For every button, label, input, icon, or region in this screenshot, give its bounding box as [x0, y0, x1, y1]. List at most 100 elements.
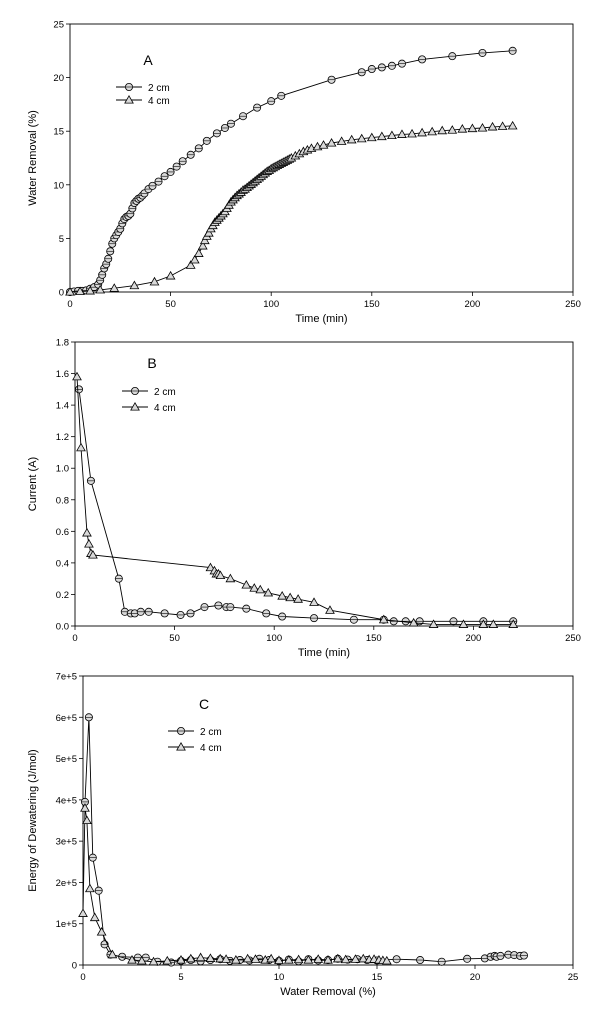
data-point: [336, 136, 347, 145]
y-tick-label: 5: [59, 234, 64, 245]
x-tick-label: 200: [464, 299, 480, 310]
data-point: [477, 122, 488, 132]
plot-frame: [74, 341, 574, 627]
data-point: [85, 285, 96, 295]
y-tick-label: 0.8: [56, 495, 69, 506]
x-axis-label: Time (min): [298, 647, 350, 659]
data-point: [82, 527, 92, 537]
data-point: [427, 126, 438, 136]
data-point: [417, 127, 427, 137]
data-point: [340, 954, 351, 964]
x-tick-label: 100: [266, 633, 282, 644]
legend-marker: [130, 401, 140, 411]
x-tick-label: 0: [80, 972, 85, 983]
x-tick-label: 200: [465, 633, 481, 644]
data-point: [356, 133, 367, 143]
x-tick-label: 150: [366, 633, 382, 644]
y-tick-label: 0.0: [56, 622, 69, 633]
data-point: [197, 240, 208, 250]
series-line: [78, 389, 514, 622]
plot-frame: [69, 23, 574, 293]
data-point: [82, 815, 92, 825]
y-axis-label: Current (A): [27, 457, 39, 511]
y-tick-label: 0.4: [56, 558, 69, 569]
data-point: [318, 140, 329, 149]
y-tick-label: 0.2: [56, 590, 69, 601]
data-point: [293, 594, 303, 603]
data-point: [249, 583, 260, 592]
series-4-cm: [65, 120, 518, 296]
legend-label: 2 cm: [200, 727, 222, 738]
data-point: [309, 597, 319, 606]
data-point: [95, 284, 106, 294]
data-point: [205, 562, 216, 572]
data-point: [478, 619, 489, 628]
series-line: [82, 808, 387, 963]
y-tick-label: 20: [53, 73, 64, 84]
data-point: [277, 591, 288, 600]
data-point: [378, 614, 389, 624]
data-point: [408, 617, 419, 627]
series-line: [84, 717, 525, 963]
x-tick-label: 0: [72, 633, 77, 644]
data-point: [72, 371, 82, 381]
data-point: [65, 286, 75, 296]
data-point: [346, 134, 357, 144]
data-point: [75, 286, 85, 296]
y-tick-label: 6e+5: [56, 713, 77, 724]
data-point: [488, 619, 499, 628]
data-point: [250, 954, 261, 963]
data-point: [437, 125, 448, 135]
data-point: [507, 120, 518, 130]
data-point: [255, 584, 266, 594]
panel-label: B: [147, 355, 156, 371]
data-point: [508, 619, 519, 628]
data-point: [109, 283, 120, 292]
x-tick-label: 15: [372, 972, 383, 983]
data-point: [80, 803, 90, 812]
data-point: [242, 953, 253, 963]
data-point: [303, 955, 314, 964]
panel-a-chart: 0 50 100 150 200 250 0 5 10 15 20 25 Time (min) Water…: [27, 20, 581, 326]
legend-label: 4 cm: [148, 96, 170, 107]
data-point: [189, 254, 200, 264]
data-point: [203, 228, 214, 237]
legend-label: 2 cm: [154, 387, 176, 398]
data-point: [107, 949, 118, 959]
data-point: [350, 954, 361, 963]
y-tick-label: 0.6: [56, 527, 69, 538]
y-tick-label: 0: [72, 961, 77, 972]
data-point: [285, 592, 296, 602]
y-tick-label: 1.8: [56, 338, 69, 349]
data-point: [215, 570, 226, 580]
data-point: [185, 953, 196, 963]
data-point: [487, 121, 498, 131]
data-point: [221, 954, 231, 963]
x-axis-label: Water Removal (%): [280, 986, 376, 998]
data-point: [96, 926, 107, 936]
series-line: [76, 376, 514, 625]
data-point: [84, 883, 95, 893]
data-point: [274, 955, 284, 965]
data-point: [458, 619, 469, 628]
legend-entry: 4 cm: [122, 401, 176, 414]
legend-entry: 2 cm: [168, 727, 222, 738]
y-tick-label: 7e+5: [56, 672, 77, 683]
x-tick-label: 20: [470, 972, 481, 983]
legend-label: 2 cm: [148, 83, 170, 94]
legend-entry: 2 cm: [116, 83, 170, 94]
x-tick-label: 250: [565, 299, 581, 310]
y-tick-label: 2e+5: [56, 878, 77, 889]
y-tick-label: 4e+5: [56, 795, 77, 806]
data-point: [230, 955, 241, 964]
x-tick-label: 0: [67, 299, 72, 310]
data-point: [129, 280, 140, 290]
data-point: [78, 908, 88, 917]
data-point: [89, 912, 100, 922]
data-point: [323, 955, 333, 964]
series-2-cm: [74, 385, 518, 626]
data-point: [162, 955, 173, 965]
legend-entry: 4 cm: [116, 94, 170, 107]
data-point: [199, 235, 210, 245]
y-tick-label: 25: [53, 20, 64, 31]
